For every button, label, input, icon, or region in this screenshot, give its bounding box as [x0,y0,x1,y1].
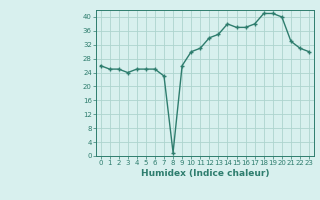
X-axis label: Humidex (Indice chaleur): Humidex (Indice chaleur) [140,169,269,178]
